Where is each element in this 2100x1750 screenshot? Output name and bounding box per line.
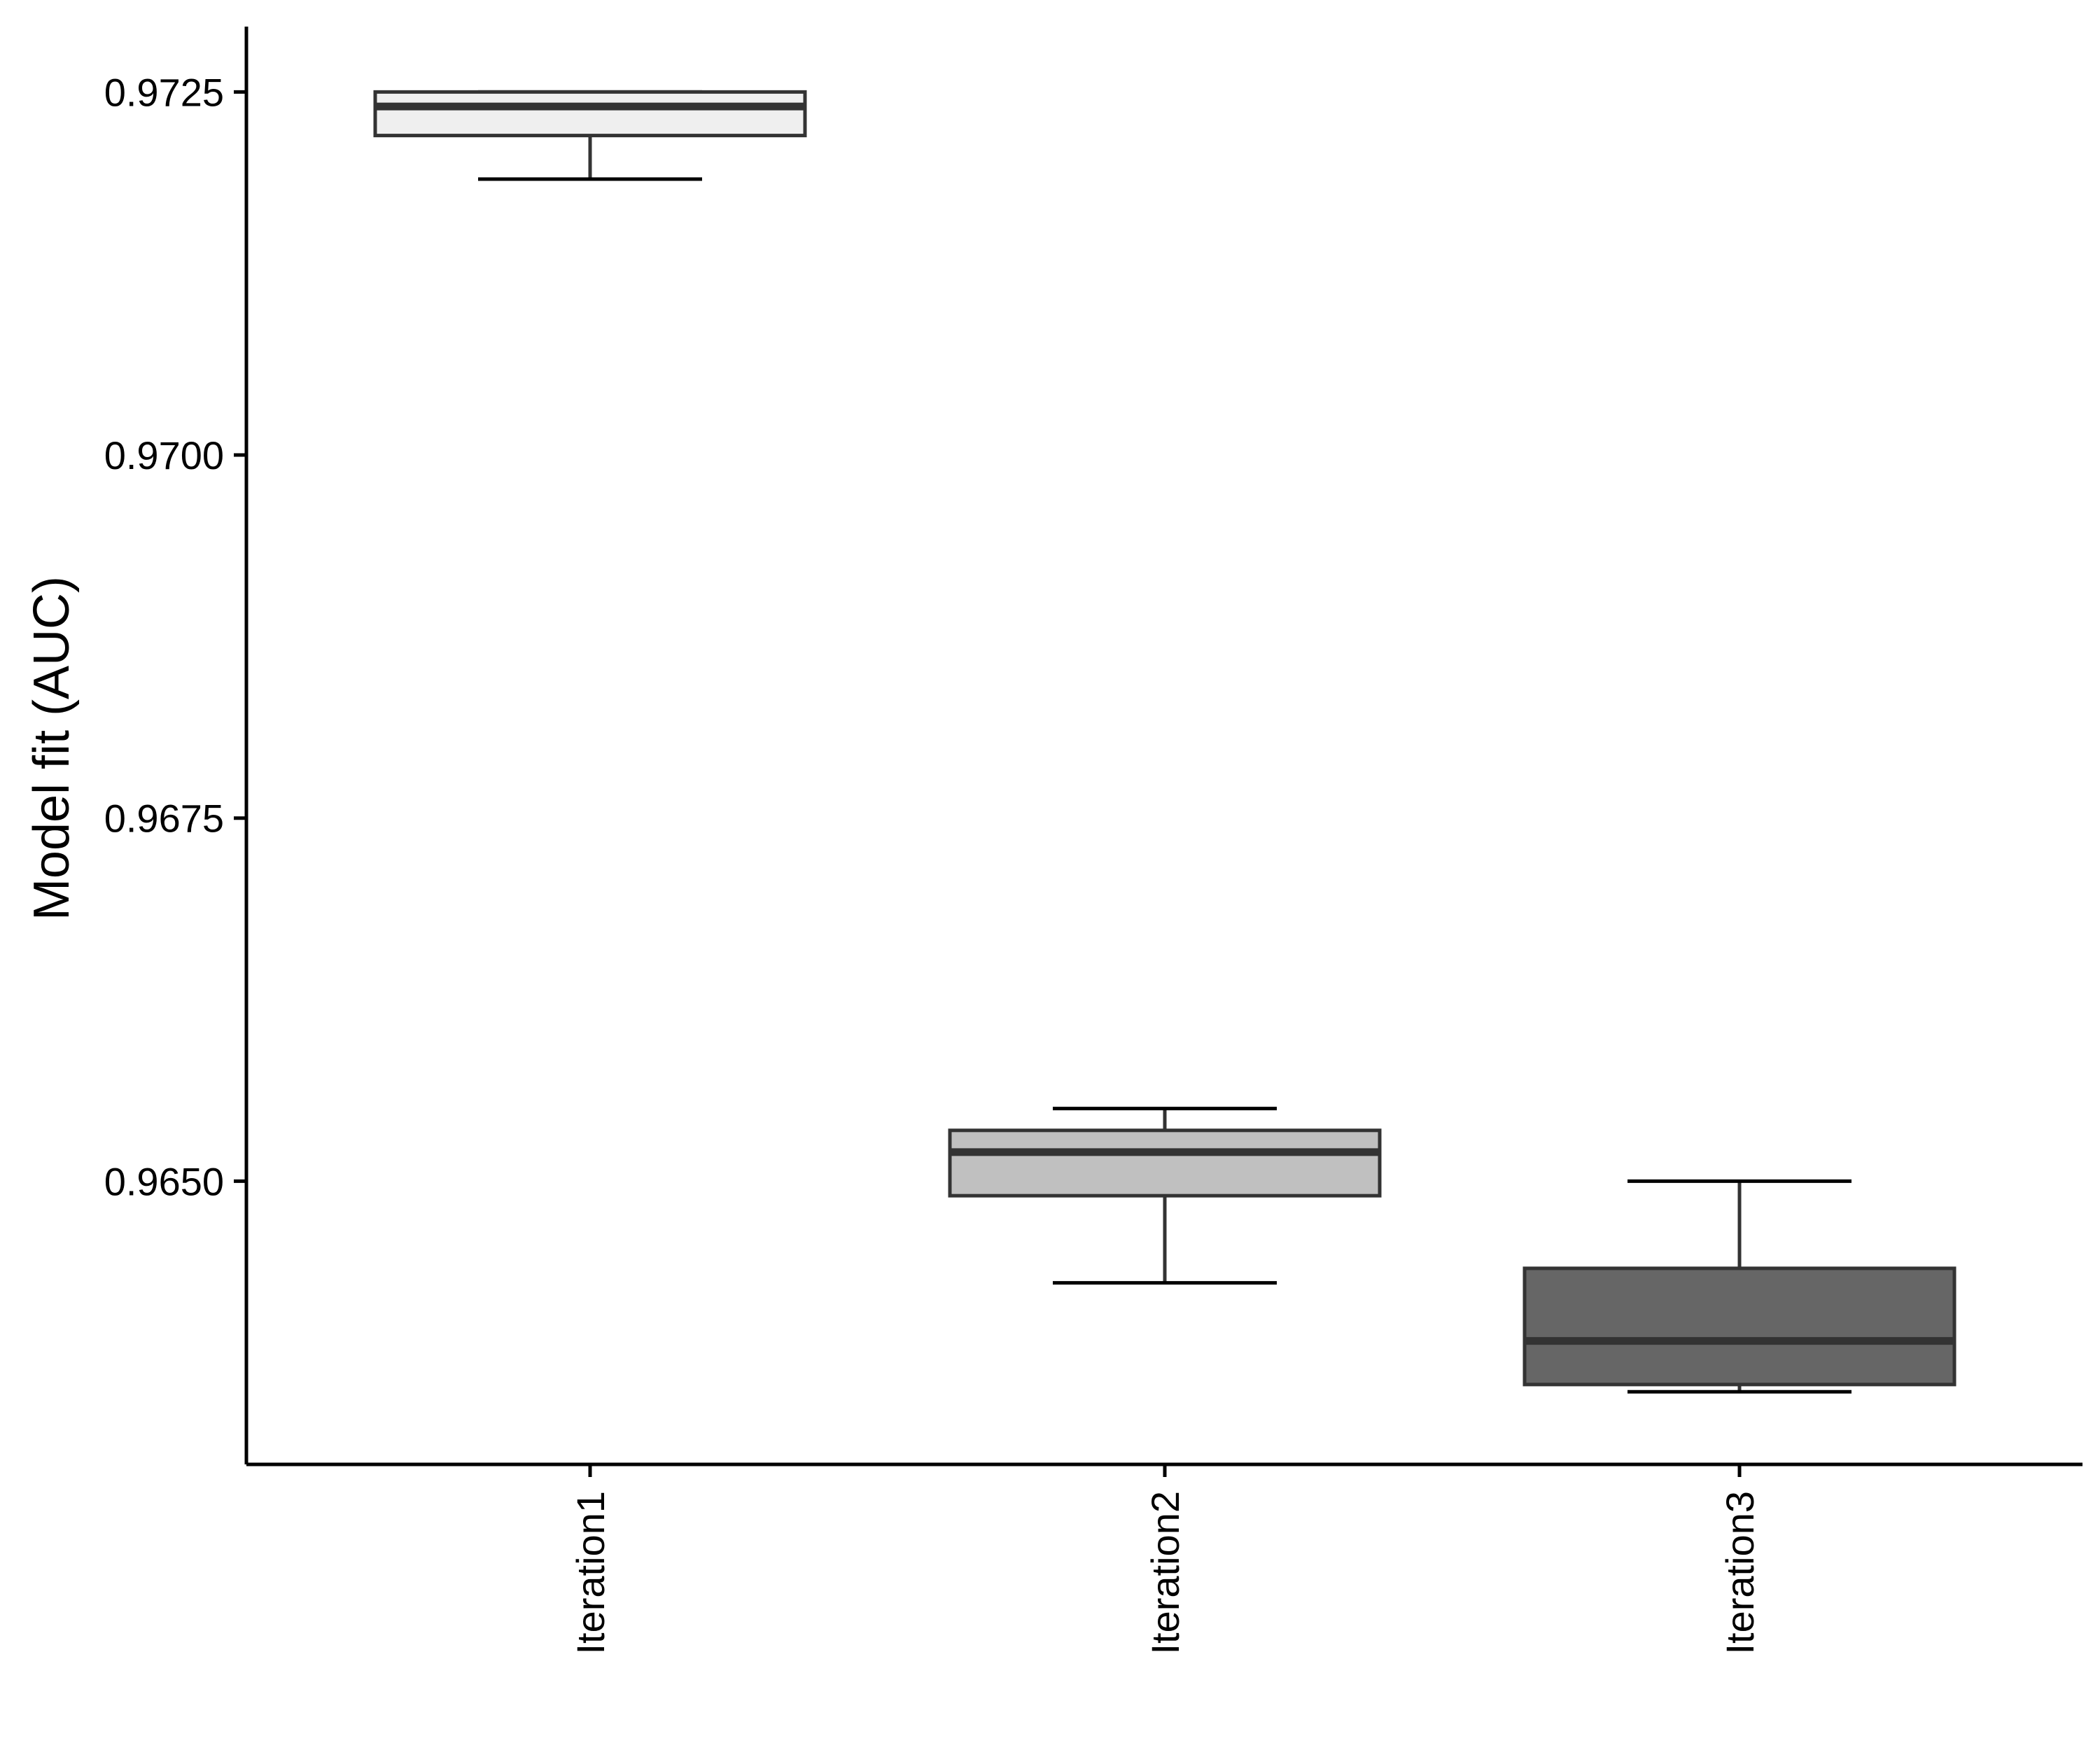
box-body: [373, 90, 807, 138]
box-1: [373, 90, 807, 181]
box-body: [1522, 1266, 1956, 1387]
y-tick-label: 0.9650: [104, 1159, 224, 1203]
y-tick-label: 0.9675: [104, 797, 224, 841]
y-tick-label: 0.9725: [104, 70, 224, 114]
x-tick-label: Iteration1: [568, 1491, 612, 1655]
box-3: [1522, 1179, 1956, 1394]
y-tick-label: 0.9700: [104, 433, 224, 477]
x-tick-label: Iteration3: [1718, 1491, 1762, 1655]
x-tick-label: Iteration2: [1143, 1491, 1187, 1655]
plot-area: [373, 90, 1956, 1394]
y-axis-title: Model fit (AUC): [24, 576, 80, 920]
axes: 0.9650 0.9675 0.9700 0.9725 Iteration1 Iterat…: [104, 27, 2082, 1655]
box-body: [948, 1128, 1382, 1198]
box-2: [948, 1107, 1382, 1285]
